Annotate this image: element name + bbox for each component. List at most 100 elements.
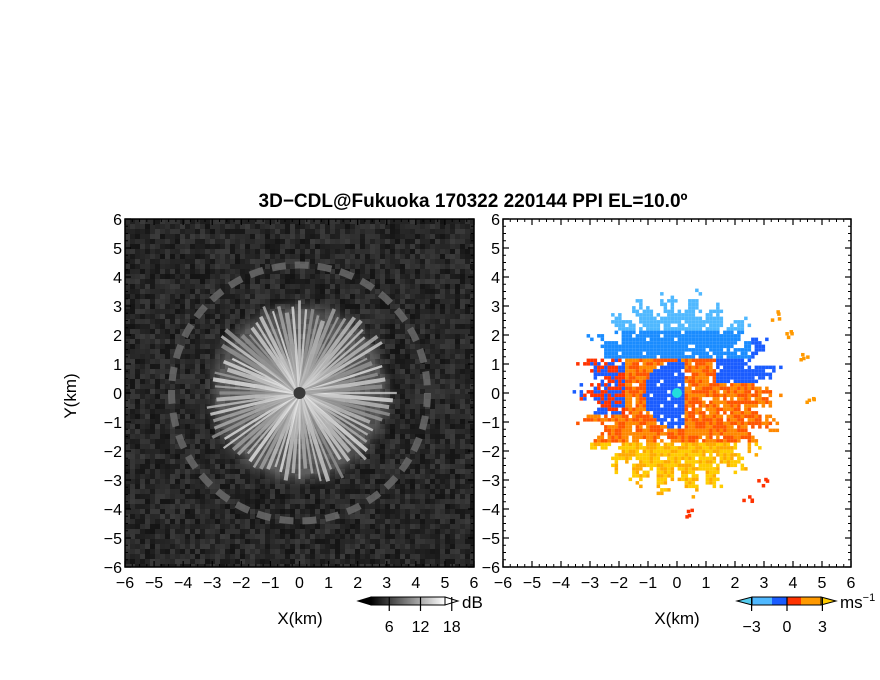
noise-cell [400, 239, 405, 244]
noise-cell [375, 549, 380, 554]
noise-cell [240, 544, 245, 549]
noise-cell [185, 534, 190, 539]
noise-cell [140, 559, 145, 564]
noise-cell [295, 539, 300, 544]
noise-cell [420, 454, 425, 459]
noise-cell [235, 484, 240, 489]
noise-cell [410, 389, 415, 394]
noise-cell [235, 529, 240, 534]
noise-cell [325, 239, 330, 244]
noise-cell [395, 234, 400, 239]
noise-cell [470, 454, 474, 459]
noise-cell [135, 519, 140, 524]
noise-cell [140, 529, 145, 534]
noise-cell [150, 454, 155, 459]
noise-cell [170, 454, 175, 459]
noise-cell [195, 294, 200, 299]
noise-cell [315, 274, 320, 279]
noise-cell [370, 474, 375, 479]
noise-cell [420, 384, 425, 389]
noise-cell [420, 374, 425, 379]
noise-cell [435, 419, 440, 424]
noise-cell [135, 304, 140, 309]
noise-cell [360, 464, 365, 469]
noise-cell [365, 274, 370, 279]
noise-cell [330, 279, 335, 284]
noise-cell [245, 559, 250, 564]
noise-cell [440, 304, 445, 309]
noise-cell [380, 539, 385, 544]
noise-cell [445, 564, 450, 567]
noise-cell [150, 349, 155, 354]
noise-cell [185, 264, 190, 269]
noise-cell [310, 544, 315, 549]
noise-cell [175, 414, 180, 419]
noise-cell [190, 364, 195, 369]
noise-cell [245, 274, 250, 279]
noise-cell [230, 314, 235, 319]
noise-cell [225, 244, 230, 249]
noise-cell [420, 294, 425, 299]
noise-cell [455, 259, 460, 264]
noise-cell [265, 499, 270, 504]
noise-cell [370, 319, 375, 324]
noise-cell [220, 299, 225, 304]
noise-cell [385, 254, 390, 259]
noise-cell [250, 249, 255, 254]
noise-cell [180, 359, 185, 364]
noise-cell [255, 494, 260, 499]
noise-cell [405, 299, 410, 304]
noise-cell [350, 234, 355, 239]
noise-cell [360, 559, 365, 564]
noise-cell [445, 324, 450, 329]
noise-cell [190, 514, 195, 519]
noise-cell [465, 404, 470, 409]
noise-cell [465, 519, 470, 524]
noise-cell [135, 419, 140, 424]
noise-cell [455, 334, 460, 339]
noise-cell [415, 359, 420, 364]
noise-cell [250, 304, 255, 309]
noise-cell [315, 554, 320, 559]
noise-cell [245, 234, 250, 239]
noise-cell [280, 534, 285, 539]
noise-cell [150, 424, 155, 429]
noise-cell [465, 319, 470, 324]
noise-cell [225, 274, 230, 279]
noise-cell [425, 344, 430, 349]
noise-cell [445, 364, 450, 369]
noise-cell [450, 229, 455, 234]
noise-cell [325, 554, 330, 559]
noise-cell [220, 499, 225, 504]
noise-cell [140, 334, 145, 339]
noise-cell [140, 564, 145, 567]
noise-cell [135, 494, 140, 499]
noise-cell [440, 354, 445, 359]
noise-cell [175, 544, 180, 549]
noise-cell [455, 299, 460, 304]
noise-cell [315, 494, 320, 499]
noise-cell [290, 274, 295, 279]
noise-cell [410, 319, 415, 324]
noise-cell [425, 324, 430, 329]
noise-cell [340, 559, 345, 564]
noise-cell [420, 324, 425, 329]
noise-cell [350, 544, 355, 549]
noise-cell [265, 264, 270, 269]
noise-cell [165, 374, 170, 379]
noise-cell [435, 399, 440, 404]
noise-cell [190, 354, 195, 359]
noise-cell [135, 404, 140, 409]
noise-cell [320, 274, 325, 279]
noise-cell [150, 474, 155, 479]
noise-cell [160, 514, 165, 519]
noise-cell [380, 319, 385, 324]
noise-cell [325, 224, 330, 229]
noise-cell [205, 329, 210, 334]
noise-cell [430, 359, 435, 364]
noise-cell [305, 539, 310, 544]
noise-cell [130, 484, 135, 489]
noise-cell [270, 249, 275, 254]
noise-cell [435, 459, 440, 464]
noise-cell [155, 234, 160, 239]
